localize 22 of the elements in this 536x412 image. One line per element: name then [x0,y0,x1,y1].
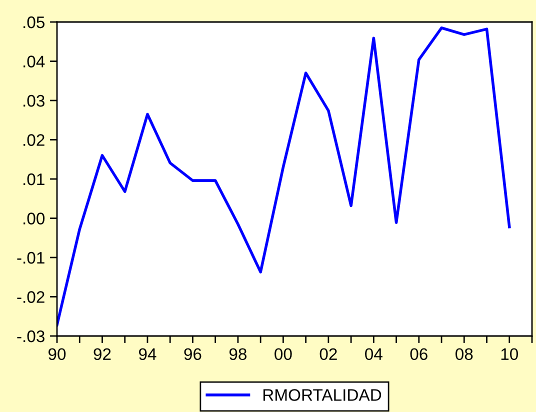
legend-label: RMORTALIDAD [263,389,382,401]
y-tick-label: .04 [24,56,45,68]
x-tick-label: 04 [365,348,382,360]
x-tick-label: 94 [138,348,156,360]
x-tick-label: 02 [320,348,337,360]
x-tick-label: 10 [501,348,518,360]
y-tick-label: -.01 [17,252,44,264]
x-tick-label: 90 [48,348,66,360]
y-tick-label: .01 [24,173,44,186]
x-tick-label: 92 [94,348,111,360]
y-tick-label: .00 [24,212,45,224]
y-tick-label: -.02 [17,291,44,303]
x-tick-label: 96 [184,348,202,360]
x-tick-label: 00 [274,348,292,360]
x-tick-label: 06 [410,348,428,360]
x-tick-label: 08 [456,348,473,360]
y-tick-label: .05 [24,16,44,28]
line-series [57,26,511,326]
y-tick-label: -.03 [17,330,44,342]
y-tick-label: .03 [24,94,44,107]
x-tick-label: 98 [229,348,246,360]
y-tick-label: .02 [24,134,44,146]
